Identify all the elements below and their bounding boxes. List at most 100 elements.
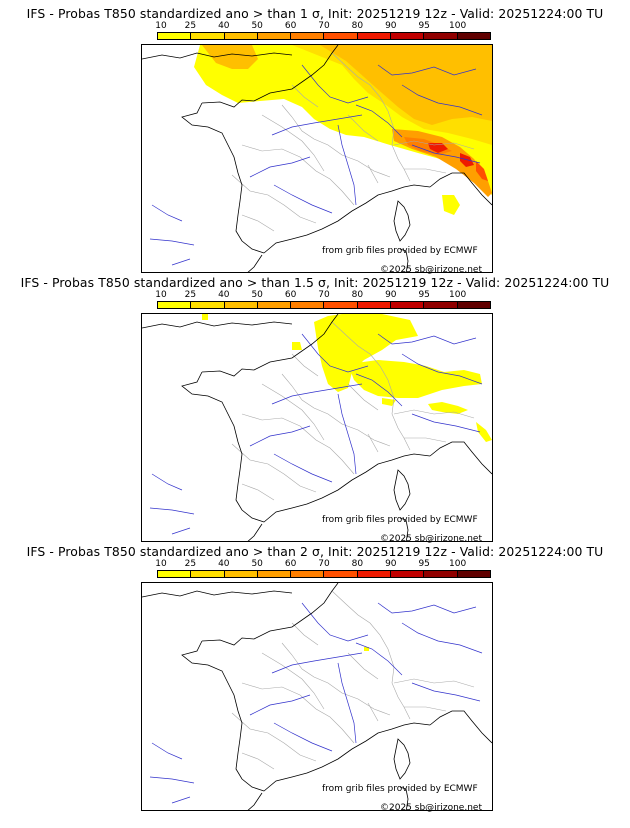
coastline [142, 583, 492, 810]
colorbar-tick-label: 70 [318, 290, 330, 300]
colorbar-tick-label: 70 [318, 559, 330, 569]
colorbar-swatch [357, 33, 392, 39]
colorbar-swatch [291, 302, 325, 308]
colorbar-tick-label: 60 [284, 559, 297, 569]
colorbar-swatches [157, 301, 491, 309]
colorbar-swatch [291, 571, 325, 577]
colorbar-tick-label: 50 [251, 559, 263, 569]
colorbar-swatch [324, 33, 358, 39]
source-credit: from grib files provided by ECMWF [322, 246, 478, 256]
copyright-credit: ©2025 sb@irizone.net [380, 534, 482, 544]
map-canvas [142, 314, 492, 541]
colorbar-swatches [157, 570, 491, 578]
copyright-credit: ©2025 sb@irizone.net [380, 803, 482, 813]
colorbar-swatch [457, 302, 490, 308]
colorbar-swatch [191, 571, 225, 577]
colorbar-swatch [457, 33, 490, 39]
colorbar-swatch [224, 571, 258, 577]
probability-area [428, 143, 448, 153]
colorbar-tick-label: 95 [418, 559, 430, 569]
corsica-coast [393, 200, 411, 242]
probability-area [364, 647, 369, 651]
colorbar-swatch [324, 302, 358, 308]
corsica-coast [393, 738, 411, 780]
probability-area [428, 402, 468, 414]
colorbar-tick-label: 40 [218, 290, 230, 300]
rivers [149, 602, 483, 804]
probability-area [382, 398, 396, 406]
colorbar-swatch [257, 571, 292, 577]
source-credit: from grib files provided by ECMWF [322, 515, 478, 525]
map-canvas [142, 45, 492, 272]
colorbar-tick-label: 60 [284, 290, 297, 300]
probability-fill-layer [202, 314, 492, 442]
coastline [142, 45, 492, 272]
probability-area [314, 314, 418, 392]
probability-map [141, 313, 493, 542]
colorbar-swatch [424, 571, 458, 577]
probability-area [348, 360, 482, 398]
source-credit: from grib files provided by ECMWF [322, 784, 478, 794]
panel-title: IFS - Probas T850 standardized ano > tha… [20, 275, 610, 290]
colorbar-swatch [191, 33, 225, 39]
colorbar-swatch [224, 302, 258, 308]
copyright-credit: ©2025 sb@irizone.net [380, 265, 482, 275]
colorbar-swatch [257, 33, 292, 39]
colorbar-tick-label: 25 [184, 290, 197, 300]
colorbar-tick-label: 100 [449, 559, 467, 569]
colorbar-tick-label: 25 [184, 559, 197, 569]
colorbar-tick-label: 60 [284, 21, 297, 31]
colorbar-tick-label: 10 [155, 21, 167, 31]
colorbar-tick-label: 50 [251, 290, 263, 300]
colorbar-tick-label: 100 [449, 21, 467, 31]
rivers [149, 333, 483, 535]
colorbar-tick-label: 95 [418, 21, 430, 31]
colorbar: 10 25 40 50 60 70 80 90 95 100 [155, 21, 491, 41]
probability-area [194, 45, 492, 195]
sardinia-coast [399, 517, 409, 541]
panel-title: IFS - Probas T850 standardized ano > tha… [26, 544, 604, 559]
probability-area [476, 422, 492, 442]
probability-area [476, 161, 488, 181]
colorbar-tick-label: 80 [351, 290, 364, 300]
colorbar-swatch [224, 33, 258, 39]
probability-map [141, 44, 493, 273]
colorbar-tick-label: 95 [418, 290, 430, 300]
coastline [142, 314, 492, 541]
colorbar-swatch [391, 571, 425, 577]
region-borders [231, 52, 475, 232]
rivers [149, 64, 483, 266]
map-canvas [142, 583, 492, 810]
colorbar-swatch [357, 302, 392, 308]
colorbar-swatch [457, 571, 490, 577]
colorbar-swatches [157, 32, 491, 40]
sardinia-coast [399, 248, 409, 272]
panel-title: IFS - Probas T850 standardized ano > tha… [26, 6, 604, 21]
colorbar-tick-label: 70 [318, 21, 330, 31]
probability-area [442, 195, 460, 215]
colorbar-tick-label: 80 [351, 559, 364, 569]
sardinia-coast [399, 786, 409, 810]
colorbar-swatch [324, 571, 358, 577]
colorbar-swatch [291, 33, 325, 39]
probability-fill-layer [194, 45, 492, 215]
colorbar-swatch [424, 302, 458, 308]
colorbar-tick-label: 90 [385, 559, 397, 569]
colorbar-swatch [158, 33, 192, 39]
colorbar-tick-label: 25 [184, 21, 197, 31]
region-borders [231, 590, 475, 770]
colorbar-tick-label: 100 [449, 290, 467, 300]
probability-area [292, 342, 302, 350]
colorbar-tick-label: 40 [218, 559, 230, 569]
map-panel-2: IFS - Probas T850 standardized ano > tha… [0, 275, 630, 545]
colorbar-swatch [257, 302, 292, 308]
colorbar-swatch [391, 33, 425, 39]
colorbar: 10 25 40 50 60 70 80 90 95 100 [155, 290, 491, 310]
colorbar-tick-label: 50 [251, 21, 263, 31]
probability-area [202, 45, 258, 69]
probability-fill-layer [364, 647, 369, 651]
colorbar-tick-label: 10 [155, 559, 167, 569]
colorbar-swatch [158, 302, 192, 308]
colorbar-swatch [424, 33, 458, 39]
probability-area [202, 314, 208, 320]
